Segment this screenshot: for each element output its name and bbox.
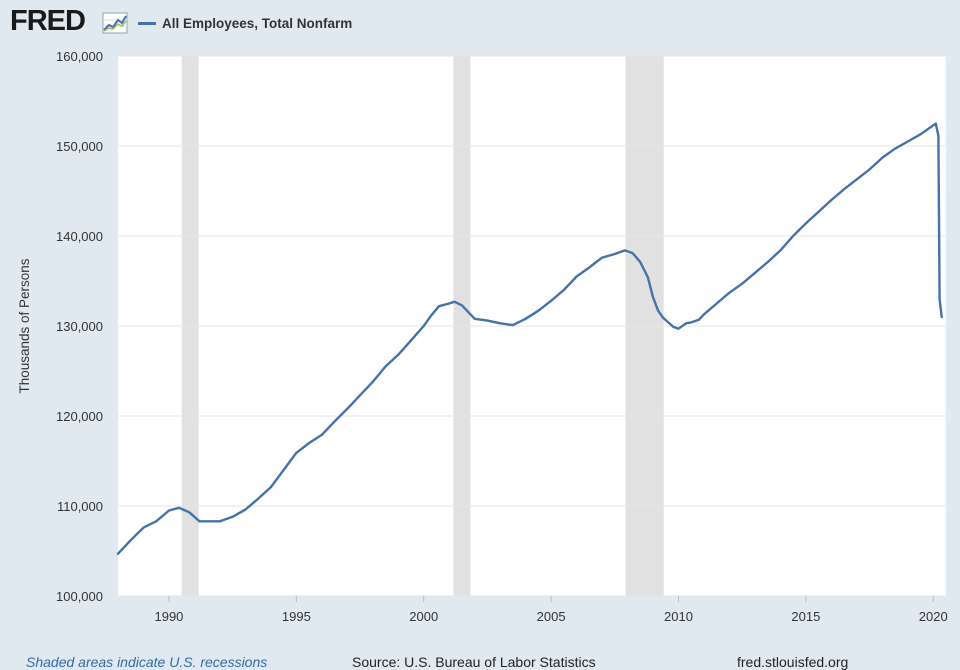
fred-line-graph-icon — [102, 12, 128, 34]
legend-swatch — [138, 21, 156, 25]
gridlines — [118, 55, 946, 597]
x-tick-label: 2005 — [537, 609, 566, 624]
y-axis-ticks: 100,000 110,000 120,000 130,000 140,000 150,0… — [56, 49, 103, 604]
y-tick-label: 110,000 — [57, 499, 103, 514]
fred-logo[interactable]: FRED — [10, 5, 86, 37]
x-tick-label: 2010 — [664, 609, 693, 624]
y-tick-label: 150,000 — [56, 139, 103, 154]
x-tick-label: 1990 — [154, 609, 183, 624]
x-tick-label: 1995 — [282, 609, 311, 624]
legend-label: All Employees, Total Nonfarm — [162, 15, 353, 31]
y-tick-label: 130,000 — [56, 319, 103, 334]
chart-header: FRED All Employees, Total Nonfarm — [0, 0, 960, 46]
series-line — [116, 122, 943, 555]
y-axis-label: Thousands of Persons — [17, 258, 32, 393]
x-tick-label: 2020 — [919, 609, 948, 624]
series-layer — [116, 122, 943, 555]
y-tick-label: 140,000 — [56, 229, 103, 244]
y-tick-label: 120,000 — [56, 409, 103, 424]
x-tick-label: 2000 — [409, 609, 438, 624]
y-tick-label: 160,000 — [56, 49, 103, 64]
y-tick-label: 100,000 — [56, 589, 103, 604]
recession-note[interactable]: Shaded areas indicate U.S. recessions — [26, 654, 268, 670]
source-note: Source: U.S. Bureau of Labor Statistics — [352, 654, 596, 670]
x-tick-label: 2015 — [791, 609, 820, 624]
x-axis-ticks: 1990 1995 2000 2005 2010 2015 2020 — [154, 596, 948, 624]
chart-legend[interactable]: All Employees, Total Nonfarm — [138, 14, 352, 32]
site-link[interactable]: fred.stlouisfed.org — [737, 654, 849, 670]
